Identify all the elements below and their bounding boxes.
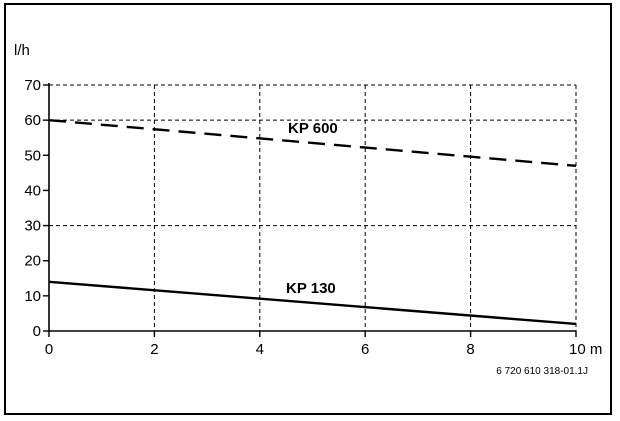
- x-tick-label-6: 6: [361, 341, 369, 358]
- y-tick-label-0: 0: [33, 323, 41, 340]
- grid-layer: [49, 84, 577, 331]
- y-tick-label-30: 30: [24, 218, 41, 235]
- label-layer: 0 10 20 30 40 50 60 70 0 2 4 6 8 10 m: [24, 77, 602, 358]
- x-tick-label-8: 8: [466, 341, 474, 358]
- axis-layer: [43, 83, 577, 337]
- line-chart: 0 10 20 30 40 50 60 70 0 2 4 6 8 10 m l/h KP 600 KP 1…: [14, 42, 602, 377]
- series-label-kp130: KP 130: [286, 280, 336, 297]
- series-layer: [48, 118, 577, 326]
- y-tick-label-40: 40: [24, 182, 41, 199]
- figure-id: 6 720 610 318-01.1J: [496, 366, 588, 377]
- x-tick-label-2: 2: [150, 341, 158, 358]
- x-tick-label-4: 4: [256, 341, 264, 358]
- y-axis-unit-label: l/h: [14, 42, 30, 59]
- x-tick-label-0: 0: [45, 341, 53, 358]
- x-tick-label-10: 10 m: [569, 341, 602, 358]
- chart-frame: 0 10 20 30 40 50 60 70 0 2 4 6 8 10 m l/h KP 600 KP 1…: [4, 3, 612, 415]
- y-tick-label-70: 70: [24, 77, 41, 94]
- series-line-kp600: [48, 118, 577, 168]
- series-line-kp130: [48, 280, 577, 326]
- y-tick-label-60: 60: [24, 112, 41, 129]
- y-tick-label-10: 10: [24, 288, 41, 305]
- series-label-kp600: KP 600: [288, 120, 338, 137]
- y-tick-label-50: 50: [24, 147, 41, 164]
- y-tick-label-20: 20: [24, 253, 41, 270]
